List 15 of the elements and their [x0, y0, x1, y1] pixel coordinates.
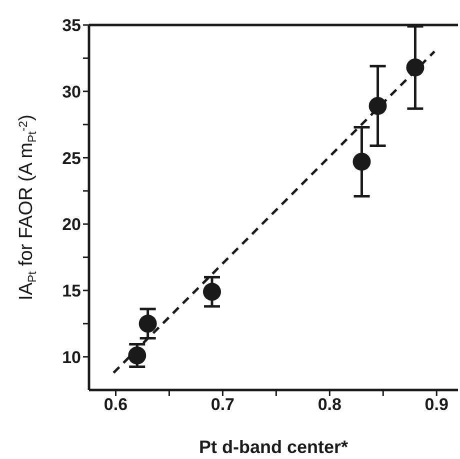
x-axis-title: Pt d-band center* — [198, 437, 348, 457]
point — [352, 152, 371, 171]
y-tick-label: 10 — [62, 348, 81, 367]
point — [138, 314, 157, 333]
y-tick-label: 30 — [62, 82, 81, 102]
x-tick-label: 0.8 — [318, 395, 342, 414]
x-tick-label: 0.7 — [210, 395, 235, 414]
x-tick-label: 0.6 — [104, 395, 128, 414]
y-tick-label: 15 — [62, 281, 81, 300]
y-tick-label: 20 — [62, 215, 81, 234]
y-tick-label: 35 — [62, 16, 81, 36]
y-tick-label: 25 — [62, 148, 81, 168]
x-tick-label: 0.9 — [424, 395, 448, 414]
point — [128, 346, 146, 364]
point — [203, 282, 221, 301]
